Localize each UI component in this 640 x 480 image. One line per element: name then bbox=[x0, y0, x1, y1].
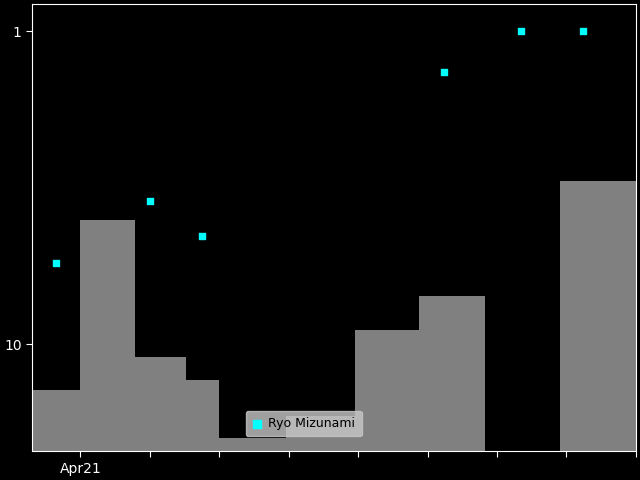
Ryo Mizunami bbox=[51, 259, 61, 267]
Ryo Mizunami bbox=[145, 198, 155, 205]
Ryo Mizunami bbox=[197, 232, 207, 240]
Legend: Ryo Mizunami: Ryo Mizunami bbox=[246, 411, 362, 436]
Ryo Mizunami bbox=[577, 27, 588, 35]
Ryo Mizunami bbox=[439, 68, 449, 76]
Ryo Mizunami bbox=[516, 27, 526, 35]
